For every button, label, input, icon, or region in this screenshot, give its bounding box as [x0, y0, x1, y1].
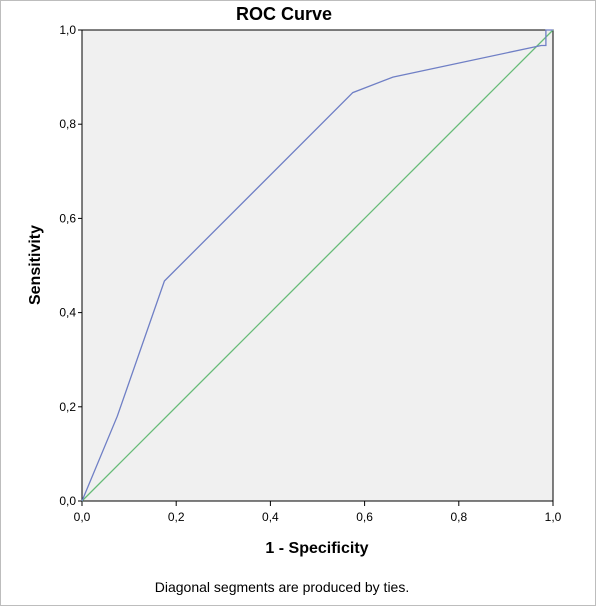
chart-title: ROC Curve	[236, 4, 332, 24]
x-axis-label: 1 - Specificity	[265, 540, 368, 557]
series-layer	[81, 29, 554, 502]
reference-diagonal-line	[81, 29, 554, 502]
x-tick-label: 0,6	[356, 510, 373, 524]
y-tick-label: 0,6	[59, 211, 76, 225]
x-axis: 0,0 0,2 0,4 0,6 0,8 1,0	[74, 501, 562, 524]
x-tick-label: 0,8	[450, 510, 467, 524]
y-tick-label: 1,0	[59, 23, 76, 37]
x-tick-label: 1,0	[545, 510, 562, 524]
x-tick-label: 0,4	[262, 510, 279, 524]
x-tick-label: 0,2	[168, 510, 185, 524]
roc-curve-line	[81, 29, 553, 502]
y-tick-label: 0,8	[59, 117, 76, 131]
x-tick-label: 0,0	[74, 510, 91, 524]
y-axis: 0,0 0,2 0,4 0,6 0,8 1,0	[59, 23, 82, 508]
y-axis-label: Sensitivity	[27, 225, 44, 305]
y-tick-label: 0,4	[59, 306, 76, 320]
y-tick-label: 0,2	[59, 400, 76, 414]
chart-footnote: Diagonal segments are produced by ties.	[155, 579, 409, 595]
y-tick-label: 0,0	[59, 494, 76, 508]
